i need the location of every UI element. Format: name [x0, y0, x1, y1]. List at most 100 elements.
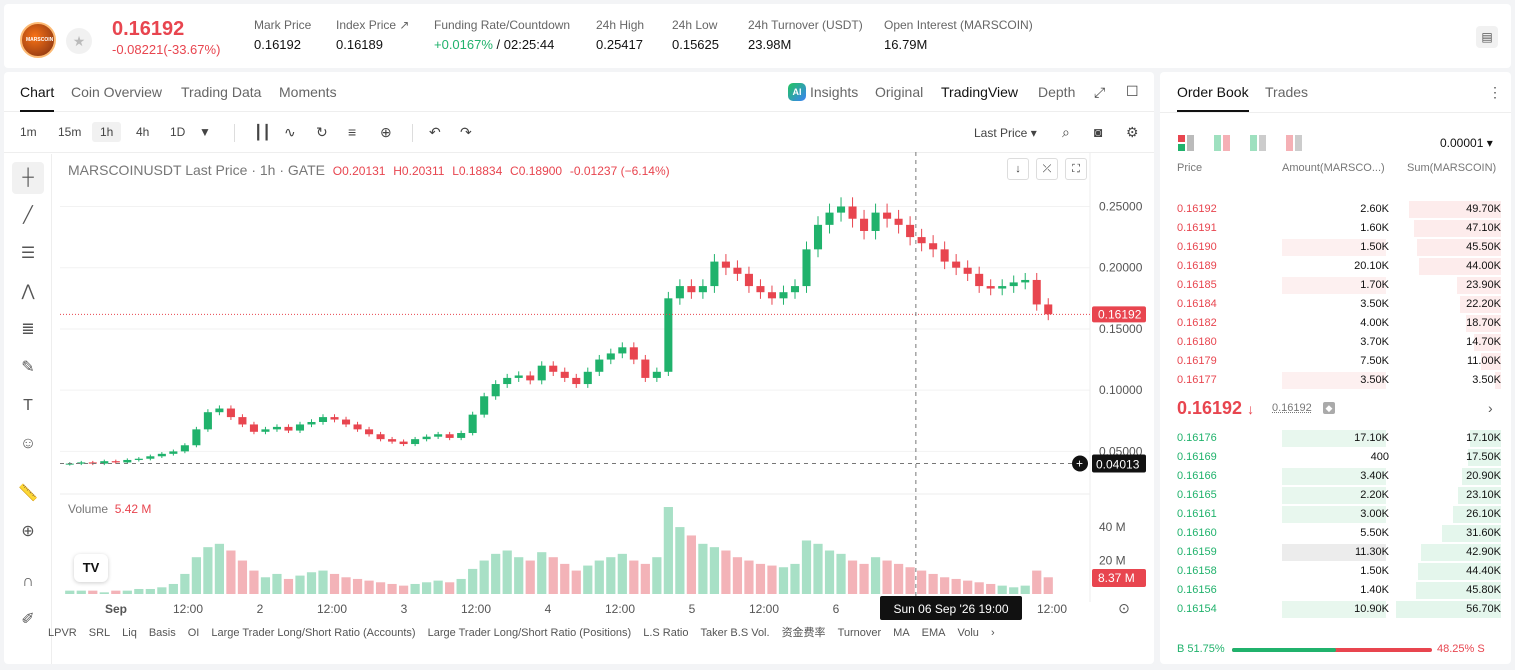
more-options-icon[interactable]: ⋮: [1488, 84, 1502, 100]
indicator-0[interactable]: LPVR: [48, 627, 77, 639]
interval-15m[interactable]: 15m: [58, 125, 82, 139]
bid-row[interactable]: 0.16160 5.50K 31.60K: [1160, 524, 1511, 543]
indicator-1[interactable]: SRL: [88, 627, 111, 639]
stat-index-price[interactable]: Index Price ↗ 0.16189: [336, 18, 410, 52]
interval-1m[interactable]: 1m: [20, 125, 37, 139]
ask-row[interactable]: 0.16191 1.60K 47.10K: [1160, 219, 1511, 238]
view-insights[interactable]: Insights: [810, 84, 859, 100]
row-price: 0.16191: [1177, 222, 1217, 234]
lock-drawing-icon[interactable]: ✐: [21, 611, 35, 628]
bid-row[interactable]: 0.16176 17.10K 17.10K: [1160, 429, 1511, 448]
volume-bar: [491, 553, 501, 594]
tab-coin-overview[interactable]: Coin Overview: [71, 84, 163, 100]
view-both-icon[interactable]: [1178, 135, 1194, 151]
ask-row[interactable]: 0.16182 4.00K 18.70K: [1160, 314, 1511, 333]
fullscreen-icon[interactable]: ⛶: [1065, 158, 1087, 180]
bid-row[interactable]: 0.16154 10.90K 56.70K: [1160, 600, 1511, 619]
indicator-4[interactable]: OI: [187, 627, 200, 639]
indicator-6[interactable]: Large Trader Long/Short Ratio (Positions…: [427, 627, 632, 639]
ask-row[interactable]: 0.16177 3.50K 3.50K: [1160, 371, 1511, 390]
indicator-3[interactable]: Basis: [148, 627, 176, 639]
ask-row[interactable]: 0.16180 3.70K 14.70K: [1160, 333, 1511, 352]
magnet-icon[interactable]: ∩: [22, 573, 34, 590]
redo-icon[interactable]: ↷: [460, 124, 472, 140]
camera-icon[interactable]: ◙: [1094, 124, 1103, 140]
favorite-star-icon[interactable]: ★: [66, 28, 92, 54]
ask-row[interactable]: 0.16192 2.60K 49.70K: [1160, 200, 1511, 219]
chevron-right-icon[interactable]: ›: [1488, 400, 1493, 416]
indicator-9[interactable]: 资金费率: [781, 627, 826, 639]
cursor-price-tag: [1092, 454, 1146, 473]
candle-type-icon[interactable]: ┃┃: [254, 124, 271, 140]
stat-mark-price[interactable]: Mark Price 0.16192: [254, 18, 312, 52]
zoom-in-icon[interactable]: ⊕: [21, 523, 35, 540]
price-source-select[interactable]: Last Price ▾: [974, 126, 1037, 140]
interval-1d[interactable]: 1D: [170, 125, 186, 139]
row-price: 0.16177: [1177, 374, 1217, 386]
collapse-icon[interactable]: ⤫: [1036, 158, 1058, 180]
interval-4h[interactable]: 4h: [136, 125, 150, 139]
bid-row[interactable]: 0.16158 1.50K 44.40K: [1160, 562, 1511, 581]
indicators-icon[interactable]: ∿: [284, 124, 296, 140]
text-icon[interactable]: T: [23, 397, 33, 414]
horizontal-lines-icon[interactable]: ☰: [20, 245, 36, 262]
ask-row[interactable]: 0.16179 7.50K 11.00K: [1160, 352, 1511, 371]
bid-row[interactable]: 0.16169 400 17.50K: [1160, 448, 1511, 467]
bid-row[interactable]: 0.16159 11.30K 42.90K: [1160, 543, 1511, 562]
view-bids-icon[interactable]: [1250, 135, 1266, 151]
bid-row[interactable]: 0.16166 3.40K 20.90K: [1160, 467, 1511, 486]
brush-icon[interactable]: ✎: [21, 359, 35, 376]
tab-moments[interactable]: Moments: [279, 84, 337, 100]
ask-row[interactable]: 0.16189 20.10K 44.00K: [1160, 257, 1511, 276]
view-asks-icon[interactable]: [1286, 135, 1302, 151]
indicator-10[interactable]: Turnover: [837, 627, 882, 639]
interval-dropdown-icon[interactable]: ▼: [199, 125, 211, 139]
ask-row[interactable]: 0.16184 3.50K 22.20K: [1160, 295, 1511, 314]
view-depth[interactable]: Depth: [1038, 84, 1076, 100]
window-icon[interactable]: ☐: [1126, 83, 1139, 99]
tab-trades[interactable]: Trades: [1265, 84, 1309, 100]
search-icon[interactable]: ⌕: [1062, 124, 1070, 140]
precision-select[interactable]: 0.00001 ▾: [1440, 136, 1493, 150]
indicator-11[interactable]: MA: [893, 627, 910, 639]
trendline-icon[interactable]: ╱: [23, 207, 33, 224]
scroll-down-icon[interactable]: ↓: [1007, 158, 1029, 180]
indicator-2[interactable]: Liq: [122, 627, 137, 639]
gear-icon[interactable]: ⚙: [1126, 124, 1139, 140]
stat-funding-rate[interactable]: Funding Rate/Countdown +0.0167% / 02:25:4…: [434, 18, 571, 52]
indicator-13[interactable]: Volu: [957, 627, 979, 639]
view-tradingview[interactable]: TradingView: [941, 84, 1019, 100]
fib-icon[interactable]: ≣: [21, 321, 35, 338]
tab-chart[interactable]: Chart: [20, 84, 55, 112]
bid-row[interactable]: 0.16161 3.00K 26.10K: [1160, 505, 1511, 524]
pattern-icon[interactable]: ⋀: [21, 283, 35, 300]
interval-1h[interactable]: 1h: [92, 122, 122, 142]
chevron-right-icon[interactable]: ›: [990, 627, 995, 639]
tab-order-book[interactable]: Order Book: [1177, 84, 1249, 112]
tab-trading-data[interactable]: Trading Data: [181, 84, 262, 100]
row-price: 0.16190: [1177, 241, 1217, 253]
indicator-12[interactable]: EMA: [921, 627, 946, 639]
document-icon[interactable]: ▤: [1476, 26, 1498, 48]
ai-insights-icon[interactable]: AI: [788, 83, 806, 101]
undo-icon[interactable]: ↶: [429, 124, 441, 140]
volume-bar: [893, 563, 904, 594]
refresh-icon[interactable]: ↻: [316, 124, 328, 140]
ruler-icon[interactable]: 📏: [18, 485, 38, 502]
bid-row[interactable]: 0.16156 1.40K 45.80K: [1160, 581, 1511, 600]
volume-bar: [1032, 570, 1042, 594]
view-original[interactable]: Original: [875, 84, 924, 100]
crosshair-icon[interactable]: ┼: [12, 162, 44, 194]
expand-icon[interactable]: ⤢: [1094, 84, 1106, 100]
bid-row[interactable]: 0.16165 2.20K 23.10K: [1160, 486, 1511, 505]
indicator-7[interactable]: L.S Ratio: [643, 627, 689, 639]
ask-row[interactable]: 0.16185 1.70K 23.90K: [1160, 276, 1511, 295]
add-indicator-icon[interactable]: ⊕: [380, 124, 392, 140]
emoji-icon[interactable]: ☺: [19, 435, 37, 452]
indicator-5[interactable]: Large Trader Long/Short Ratio (Accounts): [211, 627, 416, 639]
ask-row[interactable]: 0.16190 1.50K 45.50K: [1160, 238, 1511, 257]
indicator-8[interactable]: Taker B.S Vol.: [700, 627, 770, 639]
view-bids-asks-icon[interactable]: [1214, 135, 1230, 151]
list-icon[interactable]: ≡: [348, 124, 357, 140]
